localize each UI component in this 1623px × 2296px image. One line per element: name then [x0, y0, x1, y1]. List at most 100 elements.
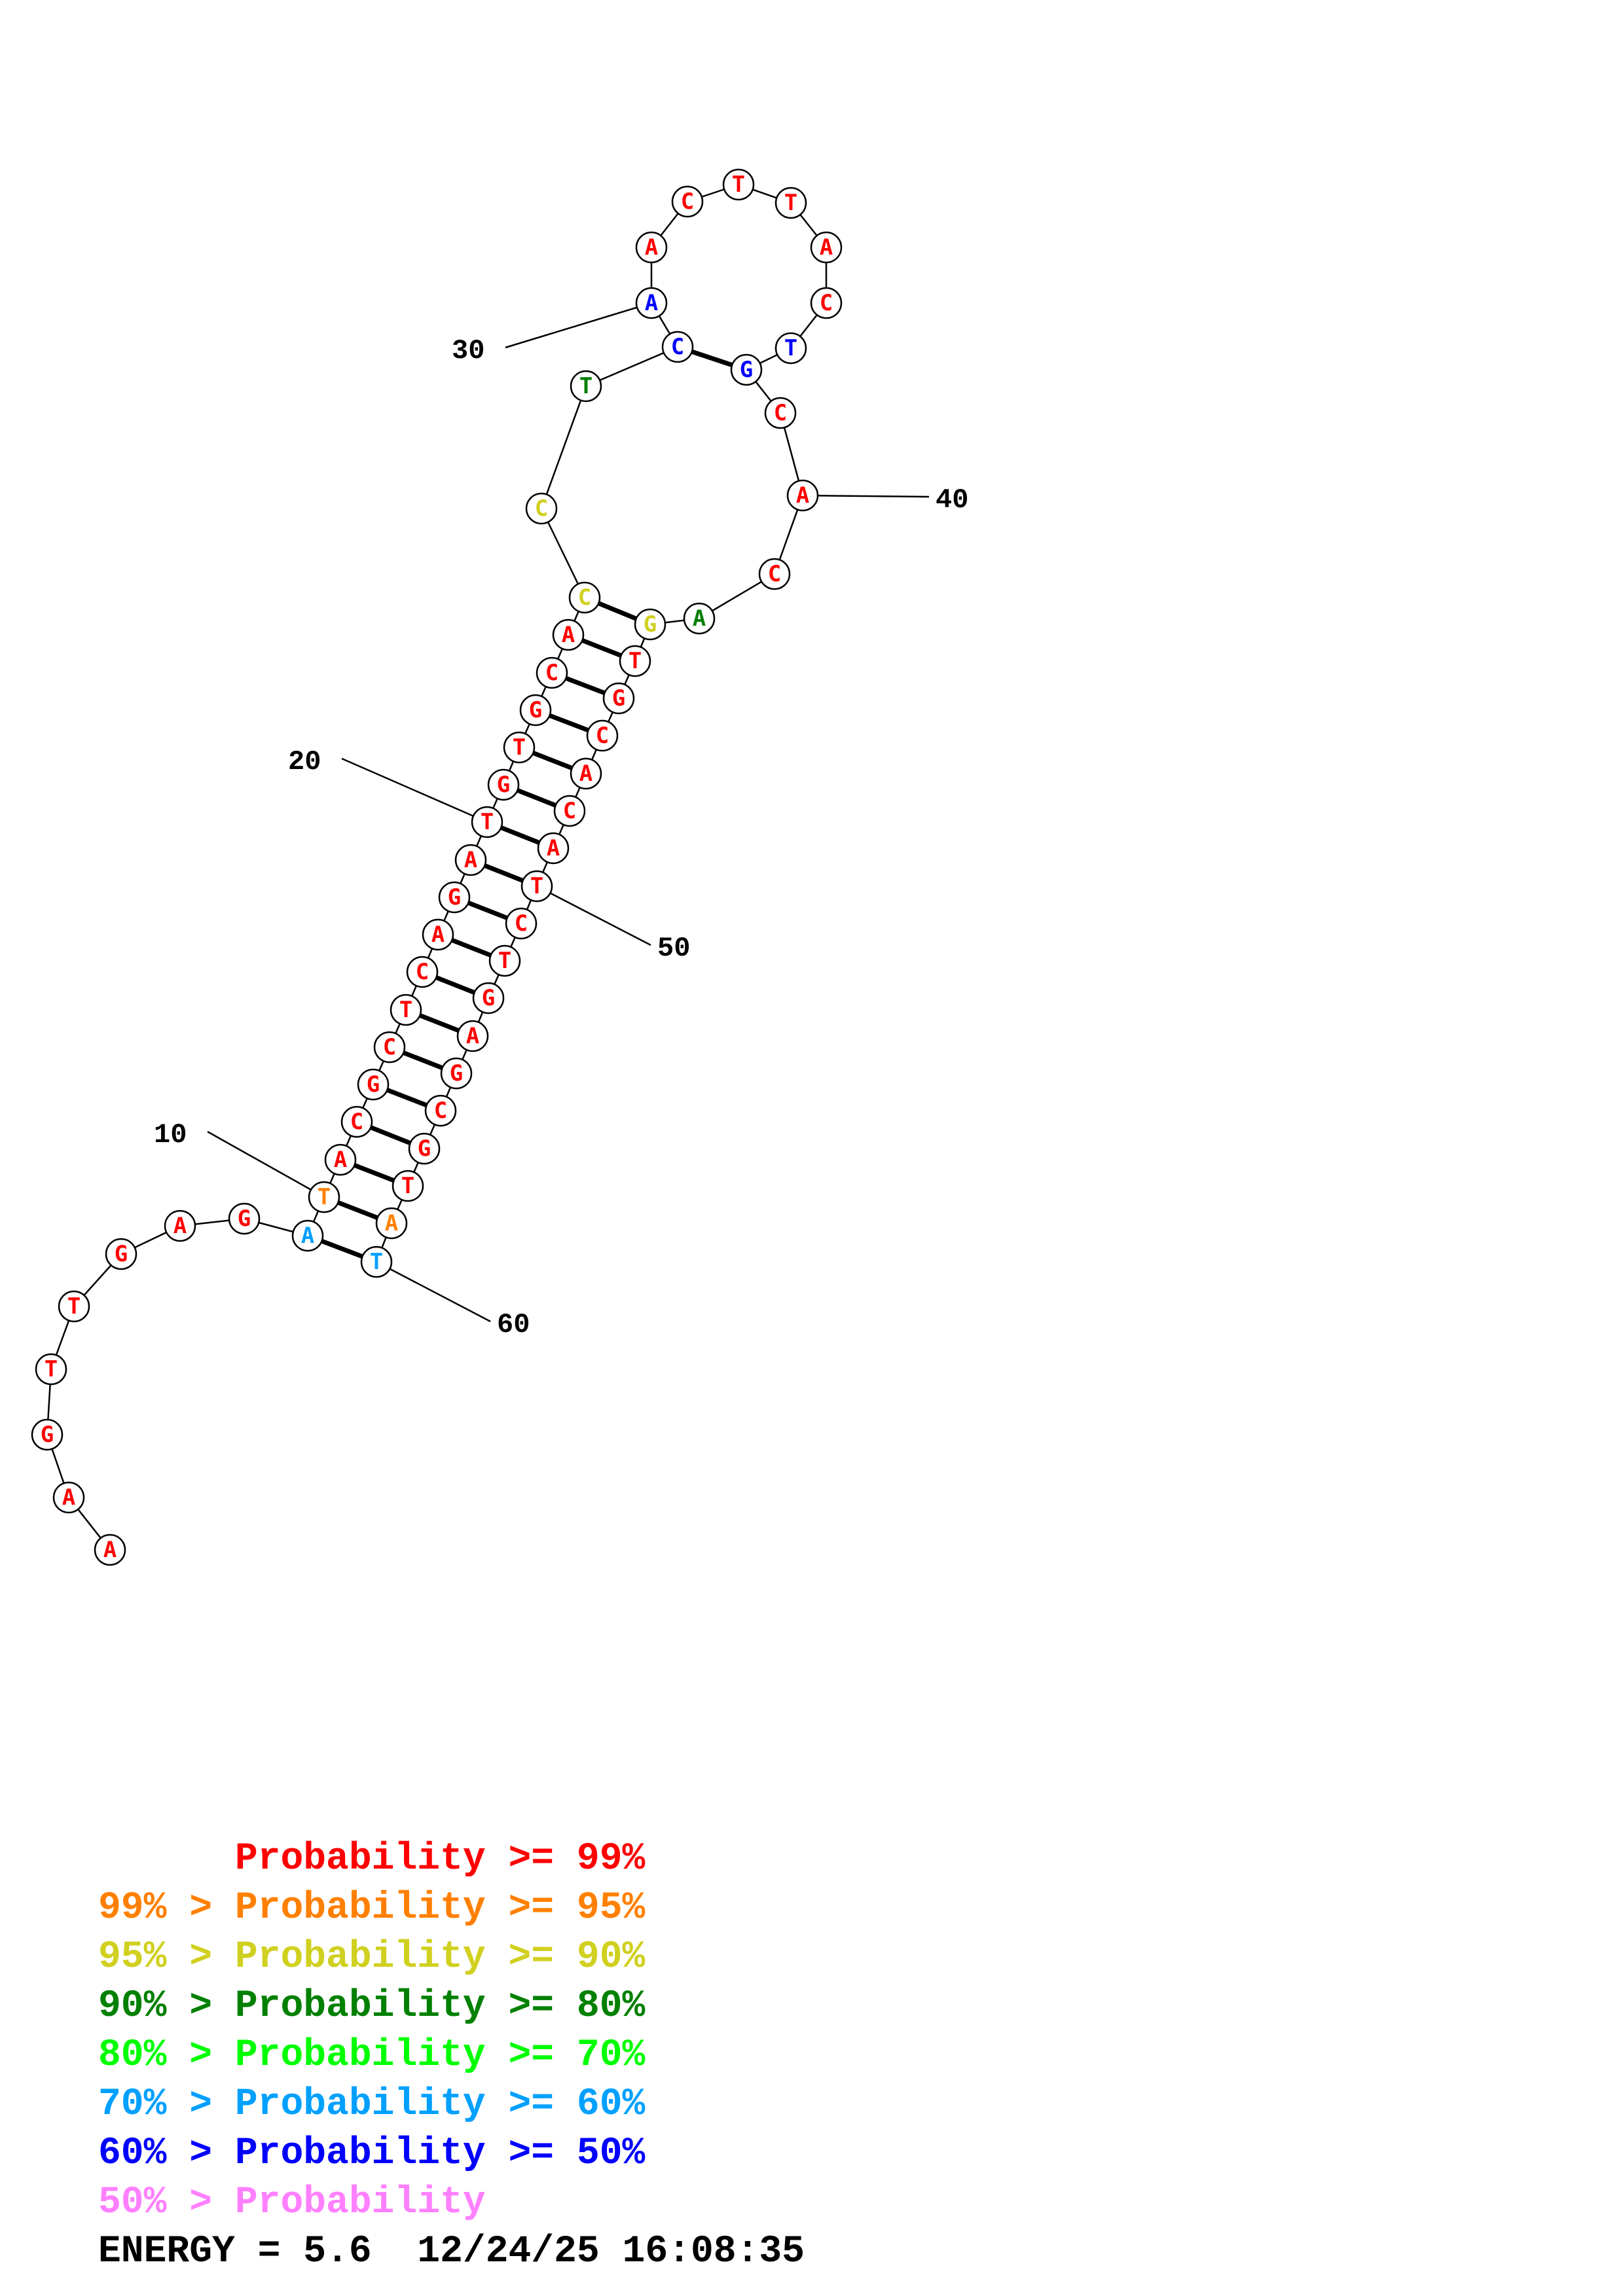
nucleotide-circle — [357, 1068, 390, 1101]
nucleotide-circle — [505, 907, 538, 940]
nucleotide-base: C — [768, 561, 781, 587]
nucleotide: T — [360, 1246, 393, 1278]
nucleotide: A — [810, 231, 843, 264]
nucleotide: C — [505, 907, 538, 940]
nucleotide: T — [503, 731, 536, 764]
position-label: 30 — [452, 335, 484, 367]
nucleotide-circle — [810, 287, 843, 319]
nucleotide-circle — [661, 331, 694, 363]
nucleotide: T — [308, 1181, 340, 1213]
nucleotide-base: T — [784, 335, 797, 361]
nucleotide-circle — [105, 1238, 137, 1270]
backbone-link — [585, 346, 678, 387]
nucleotide-base: A — [645, 234, 658, 260]
nucleotide: A — [635, 287, 668, 319]
nucleotide-base: G — [644, 611, 657, 637]
backbone-link — [540, 386, 587, 509]
nucleotide-circle — [568, 581, 601, 614]
nucleotide: C — [758, 558, 791, 590]
nucleotide: G — [31, 1418, 64, 1451]
nucleotide: A — [94, 1534, 126, 1566]
nucleotide: G — [487, 768, 520, 801]
nucleotide: A — [456, 1020, 489, 1052]
nucleotide: T — [619, 645, 651, 677]
nucleotide-base: T — [513, 734, 526, 761]
nucleotide-circle — [360, 1246, 393, 1278]
nucleotide-circle — [488, 944, 521, 977]
nucleotide: A — [324, 1143, 357, 1176]
nucleotide: G — [634, 608, 666, 641]
backbone-layer — [46, 183, 828, 1551]
nucleotide-base: G — [497, 772, 510, 798]
nucleotide-circle — [722, 168, 755, 201]
nucleotide-circle — [635, 287, 668, 319]
position-tick — [505, 302, 652, 349]
nucleotide-base: C — [563, 798, 576, 824]
legend-entry: 60% > Probability >= 50% — [98, 2132, 646, 2175]
nucleotide: C — [661, 331, 694, 363]
nucleotide-base: C — [383, 1034, 396, 1060]
nucleotide: A — [164, 1210, 196, 1242]
nucleotide: T — [35, 1353, 67, 1386]
nucleotide: C — [810, 287, 843, 319]
position-tick — [376, 1261, 491, 1323]
nucleotide-circle — [472, 982, 505, 1014]
nucleotide-circle — [602, 682, 635, 715]
backbone-link — [540, 508, 586, 598]
nucleotide-circle — [775, 187, 807, 219]
nucleotide-circle — [570, 757, 602, 790]
nucleotide: G — [357, 1068, 390, 1101]
nucleotide: G — [602, 682, 635, 715]
nucleotide-circle — [324, 1143, 357, 1176]
nucleotide-circle — [520, 870, 553, 903]
nucleotide-circle — [775, 332, 807, 365]
nucleotide: A — [683, 602, 716, 635]
nucleotide: C — [568, 581, 601, 614]
nucleotide-base: G — [450, 1060, 463, 1086]
nucleotide-base: A — [645, 290, 658, 316]
nucleotide-base: A — [820, 234, 833, 260]
nucleotide: T — [570, 370, 602, 403]
nucleotide-circle — [619, 645, 651, 677]
nucleotide: C — [586, 719, 619, 752]
nucleotide-circle — [487, 768, 520, 801]
nucleotide: T — [775, 187, 807, 219]
nucleotide: A — [375, 1207, 408, 1240]
nucleotide-circle — [471, 806, 503, 838]
nucleotide: A — [786, 479, 819, 512]
nucleotide-circle — [164, 1210, 196, 1242]
nucleotide: A — [552, 619, 585, 651]
nucleotide: G — [105, 1238, 137, 1270]
nucleotide-base: T — [784, 190, 797, 216]
nucleotide: G — [730, 353, 763, 386]
nucleotide: A — [635, 231, 668, 264]
nucleotide-base: A — [334, 1147, 347, 1173]
nucleotide-base: C — [545, 660, 558, 686]
nucleotide-circle — [671, 185, 704, 218]
nucleotide: A — [52, 1481, 85, 1514]
nucleotide-base: T — [579, 373, 593, 399]
nucleotide: C — [536, 656, 568, 689]
base-pair-layer — [306, 344, 748, 1265]
nucleotide-base: A — [562, 622, 575, 648]
nucleotide-circle — [758, 558, 791, 590]
nucleotide: C — [373, 1031, 406, 1064]
nucleotide: G — [408, 1132, 441, 1165]
nucleotide-base: G — [418, 1136, 431, 1162]
nucleotide-base: T — [732, 171, 745, 198]
nucleotide-circle — [525, 492, 558, 525]
nucleotide-circle — [519, 694, 552, 726]
legend-entry: 70% > Probability >= 60% — [98, 2083, 646, 2126]
legend-entry: Probability >= 99% — [98, 1838, 646, 1880]
nucleotide-circle — [810, 231, 843, 264]
nucleotide-base: T — [401, 1173, 414, 1199]
legend-entry: 95% > Probability >= 90% — [98, 1936, 646, 1979]
legend-entry: 50% > Probability — [98, 2181, 486, 2224]
nucleotide-circle — [390, 994, 422, 1026]
nucleotide-base: A — [103, 1537, 117, 1563]
nucleotide: G — [519, 694, 552, 726]
nucleotide: A — [291, 1219, 324, 1252]
nucleotide-base: G — [529, 697, 542, 723]
position-label: 50 — [657, 933, 690, 964]
nucleotide-base: C — [434, 1098, 447, 1124]
